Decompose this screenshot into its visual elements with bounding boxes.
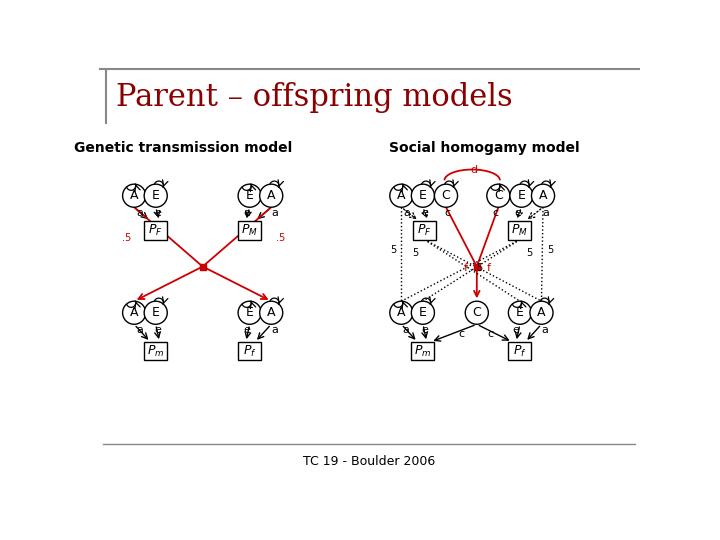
Text: 5: 5 — [526, 248, 532, 259]
Circle shape — [260, 301, 283, 325]
Text: e: e — [422, 208, 428, 218]
Text: A: A — [537, 306, 546, 319]
Bar — [238, 221, 261, 240]
Text: A: A — [130, 189, 138, 202]
Text: c: c — [459, 329, 464, 339]
Circle shape — [530, 301, 553, 325]
Text: Genetic transmission model: Genetic transmission model — [73, 141, 292, 155]
Text: d: d — [470, 165, 477, 174]
Text: .5: .5 — [122, 233, 131, 243]
Bar — [508, 221, 531, 240]
Text: 5: 5 — [390, 245, 397, 254]
Text: e: e — [514, 208, 521, 218]
Text: a: a — [136, 208, 143, 218]
Circle shape — [434, 184, 457, 207]
Text: c: c — [492, 208, 498, 218]
Circle shape — [390, 184, 413, 207]
Bar — [144, 221, 167, 240]
Text: a: a — [136, 325, 143, 335]
Text: a: a — [271, 325, 279, 335]
Circle shape — [144, 301, 167, 325]
Text: .5: .5 — [474, 263, 483, 273]
Circle shape — [487, 184, 510, 207]
Text: Social homogamy model: Social homogamy model — [390, 141, 580, 155]
Text: $P_F$: $P_F$ — [417, 223, 432, 238]
Text: E: E — [516, 306, 524, 319]
Text: a: a — [541, 325, 548, 335]
Text: c: c — [444, 208, 451, 218]
Text: e: e — [513, 325, 520, 335]
Text: E: E — [152, 306, 160, 319]
Text: $P_M$: $P_M$ — [241, 223, 258, 238]
Text: a: a — [402, 325, 410, 335]
Text: e: e — [243, 208, 250, 218]
Text: E: E — [246, 189, 253, 202]
Text: .5: .5 — [276, 233, 285, 243]
Circle shape — [238, 301, 261, 325]
Text: C: C — [441, 189, 451, 202]
Circle shape — [122, 301, 145, 325]
Text: E: E — [152, 189, 160, 202]
Bar — [238, 342, 261, 361]
Circle shape — [390, 301, 413, 325]
Text: a: a — [543, 208, 549, 218]
Text: e: e — [422, 325, 428, 335]
Text: A: A — [267, 306, 276, 319]
Text: E: E — [419, 306, 427, 319]
Text: $P_m$: $P_m$ — [414, 343, 431, 359]
Text: e: e — [243, 325, 250, 335]
Text: c: c — [487, 329, 494, 339]
Bar — [411, 342, 434, 361]
Circle shape — [531, 184, 554, 207]
Text: A: A — [397, 189, 405, 202]
Circle shape — [238, 184, 261, 207]
Circle shape — [411, 301, 434, 325]
Circle shape — [122, 184, 145, 207]
Text: TC 19 - Boulder 2006: TC 19 - Boulder 2006 — [303, 455, 435, 468]
Circle shape — [411, 184, 434, 207]
Bar — [144, 342, 167, 361]
Bar — [508, 342, 531, 361]
Circle shape — [510, 184, 533, 207]
Text: A: A — [267, 189, 276, 202]
Text: A: A — [397, 306, 405, 319]
Text: Parent – offspring models: Parent – offspring models — [117, 82, 513, 113]
Text: C: C — [494, 189, 503, 202]
Text: $P_F$: $P_F$ — [148, 223, 163, 238]
Text: e: e — [155, 325, 161, 335]
Text: 5: 5 — [412, 248, 418, 259]
Text: $P_m$: $P_m$ — [147, 343, 164, 359]
Text: a: a — [271, 208, 279, 218]
Circle shape — [260, 184, 283, 207]
Circle shape — [508, 301, 531, 325]
Text: A: A — [539, 189, 547, 202]
Text: E: E — [419, 189, 427, 202]
Text: a: a — [403, 208, 410, 218]
Text: 5: 5 — [548, 245, 554, 254]
Text: $P_f$: $P_f$ — [243, 343, 256, 359]
Circle shape — [465, 301, 488, 325]
Circle shape — [144, 184, 167, 207]
Bar — [413, 221, 436, 240]
Text: C: C — [472, 306, 481, 319]
Text: A: A — [130, 306, 138, 319]
Text: E: E — [518, 189, 526, 202]
Text: f: f — [464, 263, 468, 273]
Text: $P_M$: $P_M$ — [511, 223, 528, 238]
Text: E: E — [246, 306, 253, 319]
Text: e: e — [155, 208, 161, 218]
Text: $P_f$: $P_f$ — [513, 343, 527, 359]
Text: f: f — [487, 263, 491, 273]
